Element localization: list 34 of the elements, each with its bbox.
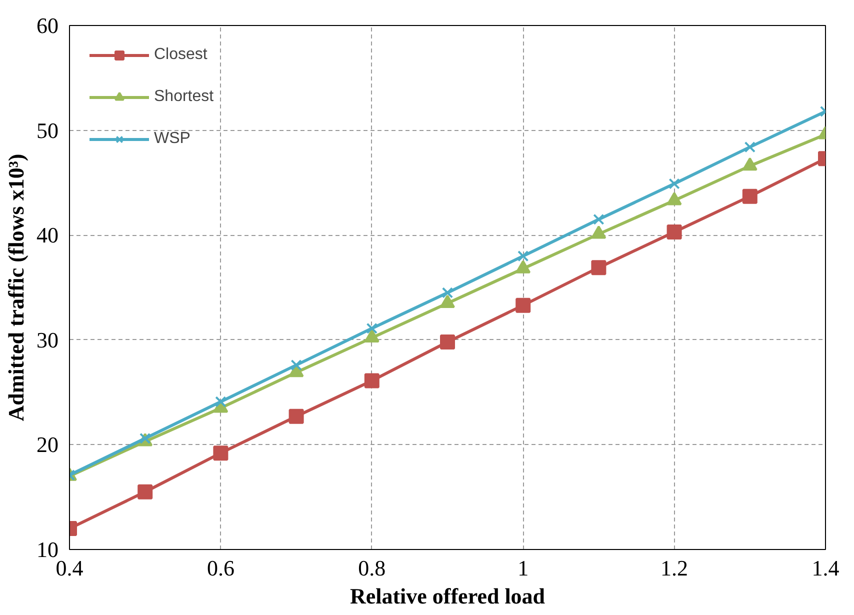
y-tick-label: 60 <box>36 13 58 38</box>
legend-label: WSP <box>154 130 190 148</box>
legend-label: Shortest <box>154 88 214 106</box>
x-tick-label: 0.4 <box>56 556 84 580</box>
point <box>593 214 604 225</box>
x-tick-label: 0.8 <box>358 556 386 580</box>
x-tick-label: 1 <box>518 556 529 580</box>
point <box>744 141 756 153</box>
point <box>516 298 531 313</box>
y-tick-label: 10 <box>36 537 58 562</box>
point <box>364 373 380 388</box>
legend-label: Closest <box>154 46 208 64</box>
point <box>442 287 454 298</box>
y-tick-label: 30 <box>36 327 58 352</box>
point <box>668 178 680 190</box>
point <box>742 188 758 204</box>
x-tick-label: 1.2 <box>660 556 688 580</box>
x-tick-label: 0.6 <box>206 556 234 580</box>
y-axis-title: Admitted traffic (flows x10³) <box>4 154 28 422</box>
x-tick-label: 1.4 <box>812 556 840 580</box>
point <box>591 260 606 276</box>
point <box>288 408 304 424</box>
y-tick-label: 40 <box>36 222 58 248</box>
point <box>440 334 455 350</box>
x-axis-title: Relative offered load <box>350 584 546 608</box>
y-tick-label: 20 <box>36 432 58 458</box>
point <box>215 396 226 408</box>
point <box>213 446 228 461</box>
point <box>366 322 378 334</box>
y-tick-label: 50 <box>36 118 58 143</box>
point <box>518 250 529 262</box>
point <box>138 484 153 500</box>
point <box>290 359 302 371</box>
point <box>666 224 682 240</box>
